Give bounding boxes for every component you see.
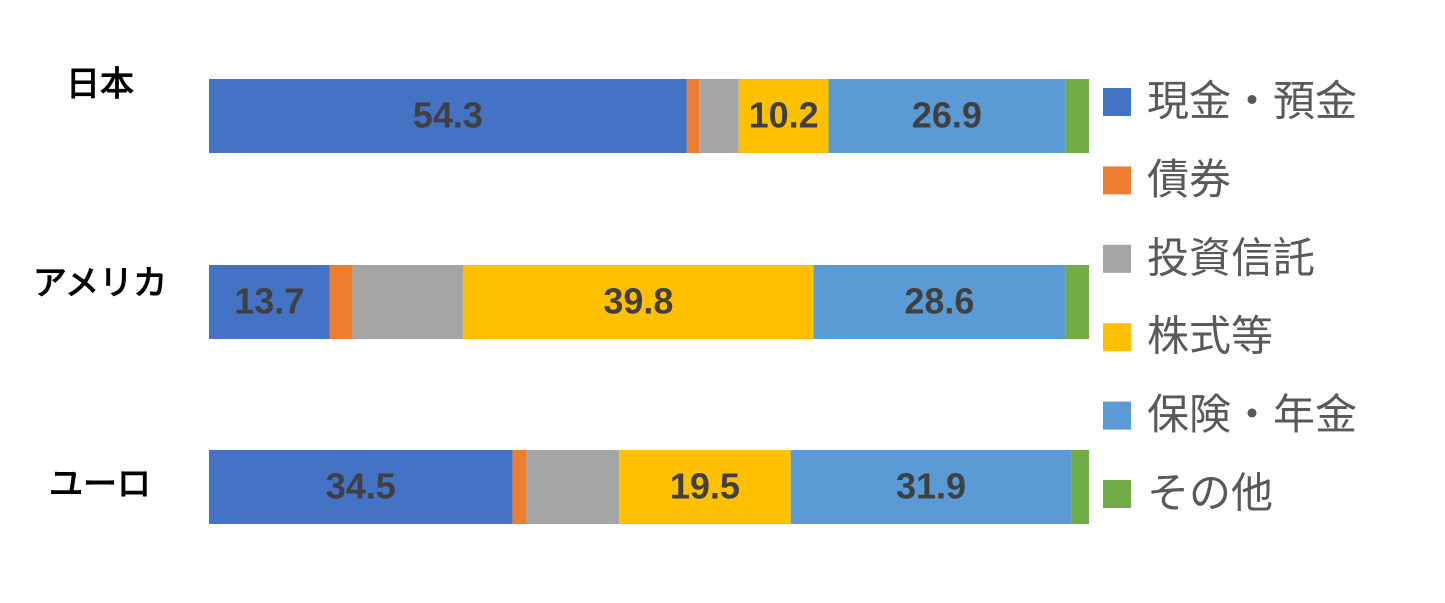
bar-segment (526, 450, 620, 524)
data-label: 39.8 (603, 281, 673, 322)
legend-label: 投資信託 (1147, 233, 1315, 282)
bar-segment (1071, 450, 1089, 524)
bar-segment (209, 265, 330, 339)
bar-segment (790, 450, 1072, 524)
data-label: 19.5 (670, 466, 740, 507)
bar-segment (1065, 265, 1089, 339)
data-label: 10.2 (749, 95, 819, 136)
legend-swatch (1103, 88, 1131, 116)
bar-segment (699, 79, 739, 153)
bar-segment (463, 265, 814, 339)
bar-segment (738, 79, 829, 153)
bar-segment (352, 265, 464, 339)
bar-segment (686, 79, 700, 153)
bar-segment (209, 450, 513, 524)
legend-label: その他 (1147, 469, 1273, 518)
category-label: 日本 (66, 65, 134, 105)
bar-segment (828, 79, 1066, 153)
data-label: 34.5 (326, 466, 396, 507)
bar-segment (512, 450, 527, 524)
legend-swatch (1103, 480, 1131, 508)
data-label: 13.7 (234, 281, 304, 322)
legend-swatch (1103, 166, 1131, 195)
legend-label: 株式等 (1147, 312, 1273, 361)
legend-swatch (1103, 401, 1131, 430)
bar-segment (209, 79, 687, 153)
bar-segment (329, 265, 353, 339)
legend-label: 債券 (1147, 155, 1231, 204)
bar-segment (619, 450, 791, 524)
category-label: アメリカ (33, 264, 167, 304)
bar-segment (813, 265, 1066, 339)
data-label: 54.3 (413, 95, 483, 136)
legend-swatch (1103, 244, 1131, 273)
data-label: 26.9 (912, 95, 982, 136)
legend-swatch (1103, 323, 1131, 352)
bar-segment (1065, 79, 1089, 153)
legend-label: 現金・預金 (1147, 77, 1357, 126)
data-label: 31.9 (896, 466, 966, 507)
data-label: 28.6 (904, 281, 974, 322)
category-label: ユーロ (49, 465, 151, 505)
legend-label: 保険・年金 (1147, 390, 1357, 439)
